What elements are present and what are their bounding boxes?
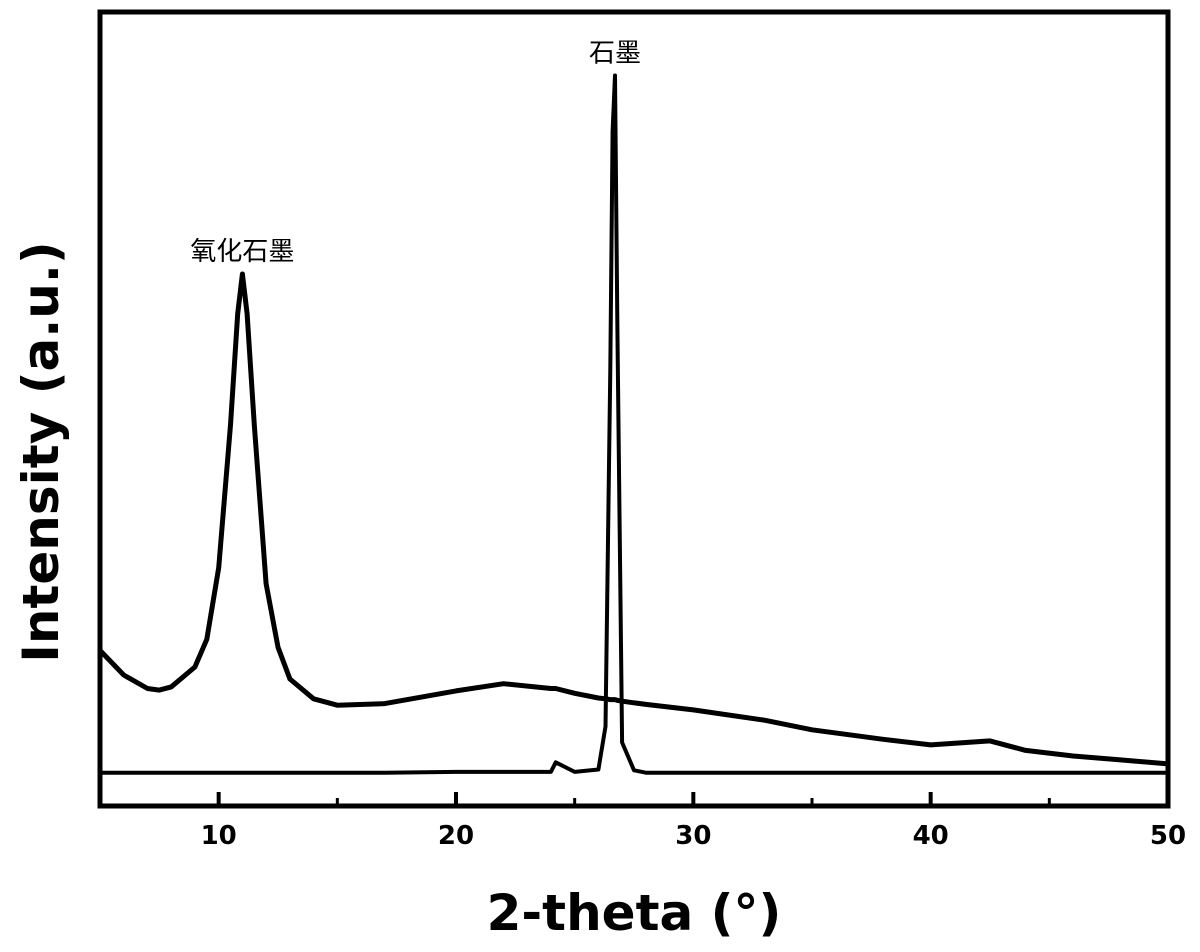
x-tick-label: 10 — [201, 821, 237, 851]
x-tick-label: 40 — [913, 821, 949, 851]
series-line — [100, 73, 1168, 775]
x-tick-label: 30 — [675, 821, 711, 851]
peak-label: 石墨 — [589, 39, 641, 69]
peak-label: 氧化石墨 — [190, 237, 294, 267]
x-tick-label: 20 — [438, 821, 474, 851]
x-axis-label: 2-theta (°) — [487, 884, 782, 942]
x-tick-label: 50 — [1150, 821, 1186, 851]
series-line — [98, 271, 1169, 767]
y-axis-label: Intensity (a.u.) — [12, 241, 70, 662]
plot-frame — [97, 9, 1171, 809]
